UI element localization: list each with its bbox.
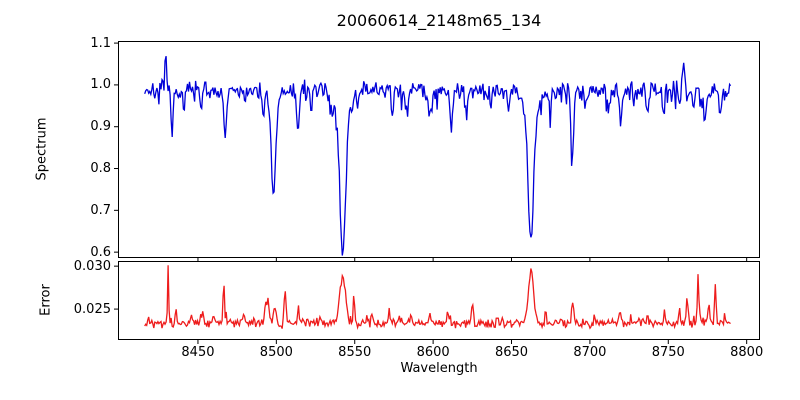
error-series-line: [144, 265, 731, 331]
error-ytick-label: 0.025: [73, 301, 111, 317]
wavelength-xtick-label: 8600: [416, 345, 450, 360]
spectrum-series-line: [144, 55, 732, 256]
spectrum-ytick-label: 0.7: [90, 202, 111, 218]
wavelength-xtick-label: 8700: [573, 345, 607, 360]
wavelength-xtick-label: 8750: [651, 345, 685, 360]
wavelength-xtick-label: 8800: [730, 345, 764, 360]
spectrum-axes-frame: [118, 41, 760, 258]
spectrum-ytick-label: 1.1: [90, 35, 111, 51]
wavelength-xtick-label: 8500: [259, 345, 293, 360]
wavelength-xtick-label: 8550: [338, 345, 372, 360]
spectrum-ytick-label: 1.0: [90, 77, 111, 93]
wavelength-xtick-label: 8450: [181, 345, 215, 360]
chart-title: 20060614_2148m65_134: [336, 11, 542, 30]
spectrum-ytick-label: 0.6: [90, 244, 111, 260]
error-ytick-label: 0.030: [73, 258, 111, 274]
axis-tick-marks: [114, 42, 748, 344]
spectrum-axis-label: Spectrum: [34, 117, 50, 181]
error-axes-frame: [118, 261, 760, 340]
wavelength-axis-label: Wavelength: [400, 361, 478, 376]
spectrum-ytick-label: 0.8: [90, 161, 111, 177]
spectrum-ytick-label: 0.9: [90, 119, 111, 135]
wavelength-xtick-label: 8650: [494, 345, 529, 360]
